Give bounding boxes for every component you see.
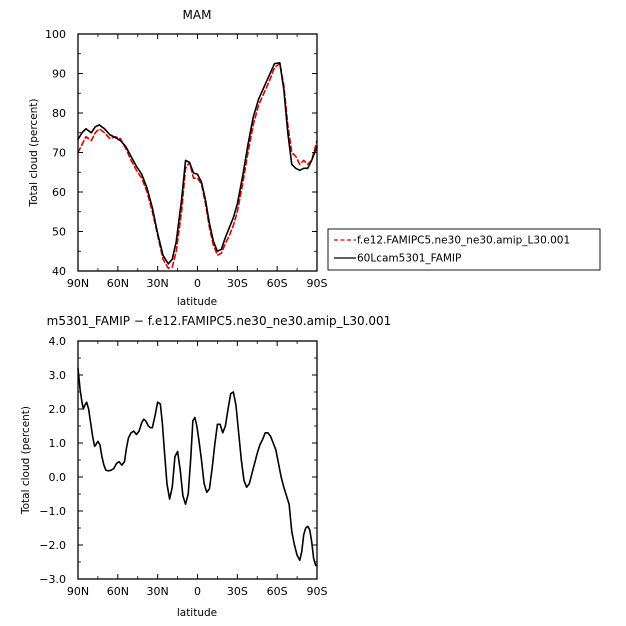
top-y-tick-label-2: 60 bbox=[52, 186, 66, 199]
top-x-tick-label-2: 30N bbox=[147, 277, 169, 290]
legend: f.e12.FAMIPC5.ne30_ne30.amip_L30.001 60L… bbox=[327, 228, 601, 271]
bottom-data-layer bbox=[77, 367, 318, 567]
top-series-line-1 bbox=[77, 62, 318, 265]
bottom-y-tick-label-0: −3.0 bbox=[39, 573, 66, 586]
legend-box bbox=[327, 228, 601, 271]
bottom-x-tick-label-2: 30N bbox=[147, 585, 169, 598]
top-x-tick-label-3: 0 bbox=[194, 277, 201, 290]
bottom-plot-frame bbox=[77, 340, 318, 580]
top-y-axis-label: Total cloud (percent) bbox=[28, 98, 40, 207]
top-y-tick-label-5: 90 bbox=[52, 68, 66, 81]
bottom-y-axis-label: Total cloud (percent) bbox=[20, 406, 32, 515]
bottom-panel: m5301_FAMIP − f.e12.FAMIPC5.ne30_ne30.am… bbox=[20, 314, 391, 619]
top-x-tick-label-6: 90S bbox=[307, 277, 328, 290]
legend-label-1: 60Lcam5301_FAMIP bbox=[357, 253, 461, 265]
bottom-y-tick-label-6: 3.0 bbox=[49, 369, 67, 382]
bottom-x-tick-label-6: 90S bbox=[307, 585, 328, 598]
bottom-plot-title: m5301_FAMIP − f.e12.FAMIPC5.ne30_ne30.am… bbox=[47, 314, 392, 328]
top-y-tick-label-3: 70 bbox=[52, 147, 66, 160]
top-y-tick-label-0: 40 bbox=[52, 265, 66, 278]
top-y-tick-label-4: 80 bbox=[52, 107, 66, 120]
bottom-y-tick-label-3: 0.0 bbox=[49, 471, 67, 484]
top-x-tick-label-0: 90N bbox=[67, 277, 89, 290]
top-panel: MAM 90N 60N 30N 0 30S 60S 90S 40 50 60 70 80 90 100 l… bbox=[28, 8, 328, 308]
bottom-x-tick-label-1: 60N bbox=[107, 585, 129, 598]
bottom-y-tick-label-4: 1.0 bbox=[49, 437, 67, 450]
bottom-x-tick-label-3: 0 bbox=[194, 585, 201, 598]
top-y-tick-label-1: 50 bbox=[52, 226, 66, 239]
bottom-y-tick-label-1: −2.0 bbox=[39, 539, 66, 552]
bottom-x-tick-label-4: 30S bbox=[227, 585, 248, 598]
bottom-y-tick-label-7: 4.0 bbox=[49, 335, 67, 348]
bottom-axis-ticks: 90N 60N 30N 0 30S 60S 90S −3.0 −2.0 −1.0 0.0 1.0 2.0… bbox=[39, 335, 327, 598]
top-y-tick-label-6: 100 bbox=[45, 28, 66, 41]
top-x-axis-label: latitude bbox=[177, 296, 217, 308]
top-data-layer bbox=[77, 62, 318, 270]
bottom-x-tick-label-5: 60S bbox=[267, 585, 288, 598]
bottom-x-tick-label-0: 90N bbox=[67, 585, 89, 598]
top-x-tick-label-1: 60N bbox=[107, 277, 129, 290]
bottom-y-tick-label-2: −1.0 bbox=[39, 505, 66, 518]
top-x-tick-label-4: 30S bbox=[227, 277, 248, 290]
top-plot-title: MAM bbox=[183, 8, 212, 22]
top-x-tick-label-5: 60S bbox=[267, 277, 288, 290]
top-series-line-0 bbox=[77, 62, 318, 270]
bottom-series-line-0 bbox=[77, 367, 318, 567]
top-axis-ticks: 90N 60N 30N 0 30S 60S 90S 40 50 60 70 80 90 100 bbox=[45, 28, 328, 290]
bottom-x-axis-label: latitude bbox=[177, 607, 217, 619]
legend-label-0: f.e12.FAMIPC5.ne30_ne30.amip_L30.001 bbox=[357, 235, 570, 247]
bottom-y-tick-label-5: 2.0 bbox=[49, 403, 67, 416]
